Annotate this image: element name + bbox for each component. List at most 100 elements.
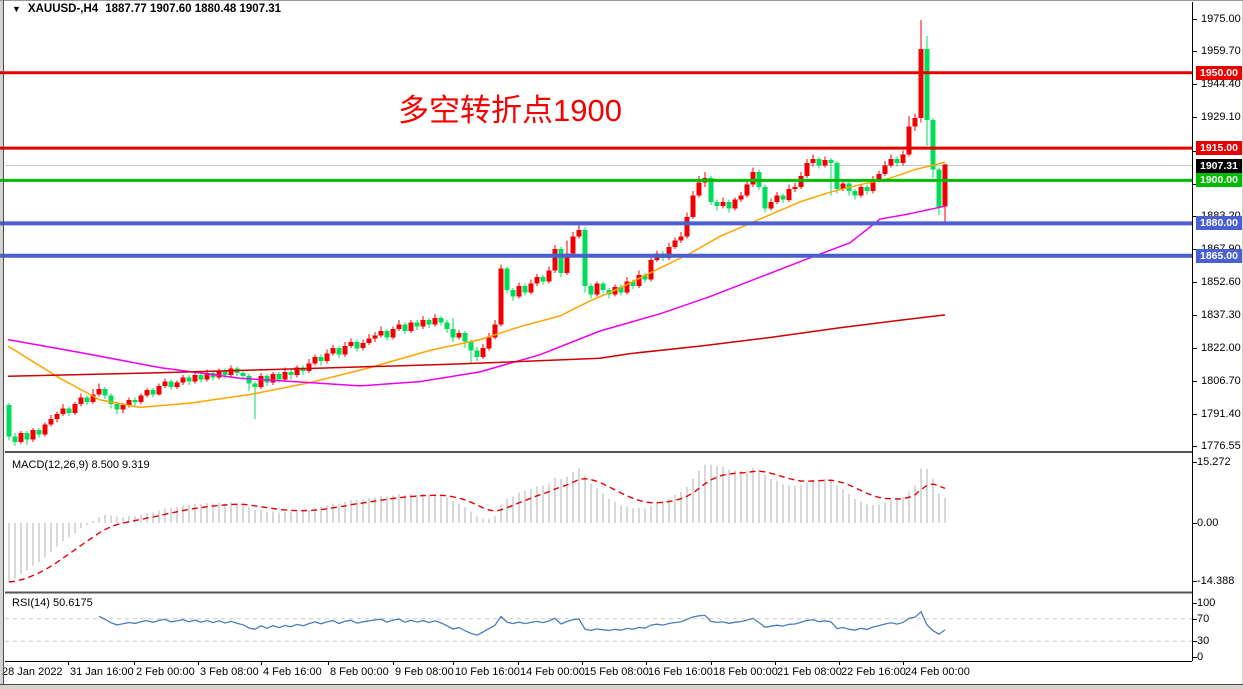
macd-tick-label: 15.272 bbox=[1197, 456, 1231, 468]
time-axis-label[interactable]: 14 Feb 00:00 bbox=[520, 666, 585, 678]
candle bbox=[780, 195, 786, 200]
candle bbox=[474, 350, 480, 357]
symbol-name: XAUUSD-,H4 bbox=[27, 3, 99, 15]
candle bbox=[582, 229, 588, 286]
macd-tick-label: -14.388 bbox=[1197, 575, 1235, 587]
candle bbox=[600, 283, 606, 291]
time-axis-label[interactable]: 22 Feb 16:00 bbox=[841, 666, 906, 678]
candles-layer bbox=[6, 20, 948, 446]
chart-background[interactable] bbox=[4, 1, 1242, 684]
candle bbox=[684, 217, 690, 237]
candle bbox=[240, 373, 246, 377]
candle bbox=[564, 253, 570, 273]
macd-signal-line bbox=[8, 470, 946, 583]
candle bbox=[870, 180, 876, 192]
candle bbox=[312, 356, 318, 364]
time-axis-label[interactable]: 16 Feb 16:00 bbox=[648, 666, 713, 678]
candle bbox=[480, 348, 486, 357]
candle bbox=[546, 270, 552, 282]
candle bbox=[168, 381, 174, 387]
candle bbox=[78, 397, 84, 405]
price-badge-1915.00: 1915.00 bbox=[1196, 141, 1242, 155]
candle bbox=[402, 324, 408, 331]
candle bbox=[372, 335, 378, 339]
candle bbox=[276, 374, 282, 380]
candle bbox=[936, 169, 942, 208]
candle bbox=[726, 201, 732, 209]
candle bbox=[252, 383, 258, 387]
candle bbox=[522, 285, 528, 293]
candle bbox=[786, 189, 792, 200]
current-price-badge: 1907.31 bbox=[1196, 158, 1242, 173]
candle bbox=[642, 275, 648, 280]
window-bottom-border bbox=[0, 684, 1243, 685]
candle bbox=[894, 158, 900, 164]
candle bbox=[162, 381, 168, 386]
candle bbox=[192, 375, 198, 382]
candle bbox=[216, 370, 222, 378]
candle bbox=[360, 342, 366, 349]
candle bbox=[930, 120, 936, 170]
candle bbox=[12, 436, 18, 442]
macd-tick-label: 0.00 bbox=[1197, 517, 1219, 529]
candle bbox=[576, 229, 582, 237]
price-tick-label: 1837.30 bbox=[1201, 309, 1241, 321]
time-axis-label[interactable]: 3 Feb 08:00 bbox=[200, 666, 259, 678]
symbol-dropdown-icon[interactable]: ▼ bbox=[12, 3, 21, 14]
candle bbox=[42, 424, 48, 435]
annotation-text[interactable]: 多空转折点1900 bbox=[398, 93, 622, 128]
candle bbox=[864, 186, 870, 192]
candle bbox=[714, 201, 720, 207]
candle bbox=[822, 159, 828, 166]
candle bbox=[876, 173, 882, 181]
candle bbox=[534, 277, 540, 284]
candle bbox=[342, 346, 348, 355]
ma-slow-darkred bbox=[7, 314, 946, 377]
ma-fast-orange bbox=[7, 161, 946, 409]
candle bbox=[768, 201, 774, 209]
candle bbox=[732, 199, 738, 209]
time-axis-label[interactable]: 9 Feb 08:00 bbox=[395, 666, 454, 678]
candle bbox=[552, 249, 558, 271]
candle bbox=[282, 371, 288, 380]
candle bbox=[468, 341, 474, 351]
time-axis-label[interactable]: 28 Jan 2022 bbox=[2, 666, 63, 678]
price-tick-label: 1806.70 bbox=[1201, 375, 1241, 387]
candle bbox=[72, 404, 78, 413]
time-axis-label[interactable]: 10 Feb 16:00 bbox=[455, 666, 520, 678]
candle bbox=[744, 184, 750, 196]
candle bbox=[792, 186, 798, 189]
candle bbox=[186, 377, 192, 382]
candle bbox=[126, 399, 132, 406]
candle bbox=[852, 191, 858, 196]
price-tick-label: 1959.70 bbox=[1201, 45, 1241, 57]
time-axis-label[interactable]: 18 Feb 00:00 bbox=[713, 666, 778, 678]
candle bbox=[918, 49, 924, 118]
price-tick-label: 1852.60 bbox=[1201, 276, 1241, 288]
time-axis-label[interactable]: 15 Feb 08:00 bbox=[584, 666, 649, 678]
up-wicks bbox=[20, 20, 946, 444]
time-axis-label[interactable]: 24 Feb 00:00 bbox=[905, 666, 970, 678]
time-axis-label[interactable]: 2 Feb 00:00 bbox=[136, 666, 195, 678]
time-axis-label[interactable]: 8 Feb 00:00 bbox=[330, 666, 389, 678]
candle bbox=[450, 328, 456, 338]
candle bbox=[156, 385, 162, 395]
candle bbox=[882, 165, 888, 174]
candle bbox=[498, 268, 504, 325]
candle bbox=[36, 430, 42, 435]
ma-mid-magenta bbox=[7, 205, 946, 387]
candle bbox=[492, 324, 498, 338]
window-left-border bbox=[3, 0, 4, 684]
time-axis-label[interactable]: 21 Feb 08:00 bbox=[777, 666, 842, 678]
candle bbox=[900, 154, 906, 164]
candle bbox=[636, 275, 642, 286]
candle bbox=[324, 353, 330, 362]
candle bbox=[774, 195, 780, 202]
candle bbox=[630, 281, 636, 286]
time-axis-label[interactable]: 4 Feb 16:00 bbox=[263, 666, 322, 678]
candle bbox=[762, 186, 768, 209]
candle bbox=[420, 320, 426, 327]
time-axis-label[interactable]: 31 Jan 16:00 bbox=[70, 666, 134, 678]
candle bbox=[90, 394, 96, 402]
